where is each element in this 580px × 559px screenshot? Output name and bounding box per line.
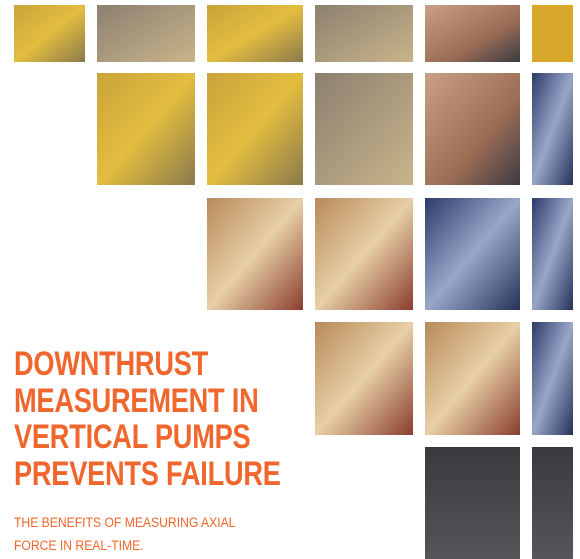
tile xyxy=(315,5,413,62)
tile xyxy=(425,73,520,185)
tile xyxy=(532,322,573,435)
title-line: PREVENTS FAILURE xyxy=(14,456,281,493)
tile xyxy=(315,73,413,185)
subtitle-line: FORCE IN REAL-TIME. xyxy=(14,534,235,557)
tile xyxy=(207,198,303,310)
tile xyxy=(425,447,520,559)
subtitle: THE BENEFITS OF MEASURING AXIAL FORCE IN… xyxy=(14,511,235,557)
title: DOWNTHRUST MEASUREMENT IN VERTICAL PUMPS… xyxy=(14,346,281,492)
cover-page: DOWNTHRUST MEASUREMENT IN VERTICAL PUMPS… xyxy=(0,0,580,559)
tile xyxy=(97,5,195,62)
tile xyxy=(315,198,413,310)
tile xyxy=(425,198,520,310)
tile xyxy=(425,5,520,62)
tile xyxy=(14,5,85,62)
tile xyxy=(532,73,573,185)
tile xyxy=(425,322,520,435)
tile xyxy=(532,198,573,310)
tile xyxy=(207,5,303,62)
subtitle-line: THE BENEFITS OF MEASURING AXIAL xyxy=(14,511,235,534)
tile xyxy=(315,322,413,435)
title-line: DOWNTHRUST xyxy=(14,346,281,383)
tile xyxy=(532,5,573,62)
tile xyxy=(207,73,303,185)
title-line: VERTICAL PUMPS xyxy=(14,419,281,456)
title-line: MEASUREMENT IN xyxy=(14,383,281,420)
tile xyxy=(97,73,195,185)
tile xyxy=(532,447,573,559)
